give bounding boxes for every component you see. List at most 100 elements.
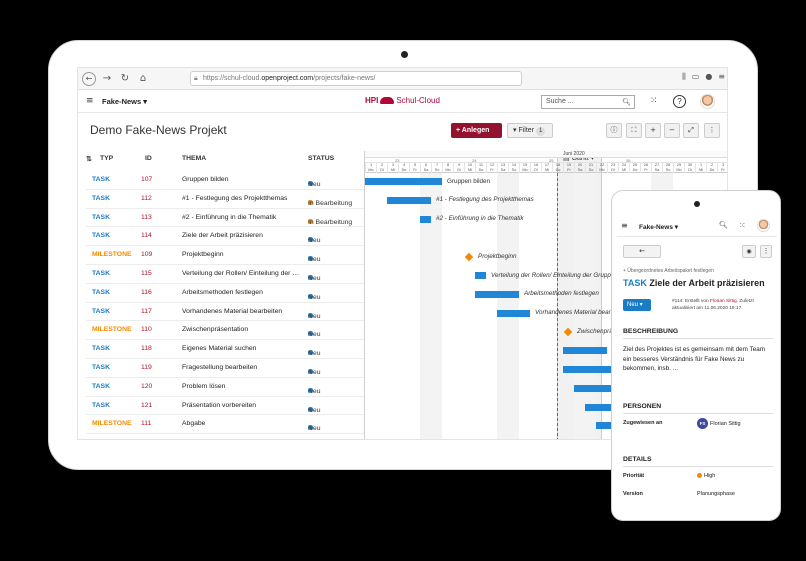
gantt-bar[interactable] — [420, 215, 431, 223]
cell-subject[interactable]: Arbeitsmethoden festlegen — [182, 288, 263, 296]
cell-id[interactable]: 111 — [141, 420, 152, 428]
cell-subject[interactable]: #2 - Einführung in die Thematik — [182, 213, 277, 221]
cell-id[interactable]: 110 — [141, 326, 152, 334]
table-row[interactable]: TASK 116 Arbeitsmethoden festlegen Neu — [86, 284, 364, 303]
cell-subject[interactable]: Gruppen bilden — [182, 176, 229, 183]
fullscreen-gantt-icon[interactable]: ⛶ — [626, 123, 642, 138]
cell-subject[interactable]: Eigenes Material suchen — [182, 345, 257, 353]
hamburger-icon[interactable]: ≡ — [621, 221, 628, 230]
cell-subject[interactable]: Zwischenpräsentation — [182, 326, 249, 334]
cell-id[interactable]: 114 — [141, 232, 152, 240]
status-dropdown[interactable]: Neu ▾ — [623, 299, 651, 311]
gantt-day-name: Mi — [390, 168, 395, 172]
cell-subject[interactable]: Problem lösen — [182, 382, 226, 390]
project-selector[interactable]: Fake-News ▾ — [639, 224, 679, 231]
cell-id[interactable]: 112 — [141, 194, 152, 202]
gantt-bar-label: #2 - Einführung in die Thematik — [436, 215, 524, 223]
browser-menu-icon[interactable]: ≡ — [718, 72, 725, 81]
gantt-milestone[interactable] — [464, 252, 474, 261]
account-icon[interactable]: ● — [705, 72, 713, 81]
help-icon[interactable]: ? — [673, 95, 686, 108]
cell-id[interactable]: 109 — [141, 251, 153, 259]
cell-id[interactable]: 120 — [141, 382, 153, 390]
sidebar-icon[interactable]: ▭ — [691, 72, 700, 81]
col-id[interactable]: ID — [145, 155, 152, 162]
zoom-out-icon[interactable]: − — [664, 123, 680, 138]
work-package-subject[interactable]: Ziele der Arbeit präzisieren — [649, 278, 765, 288]
cell-subject[interactable]: Ziele der Arbeit präzisieren — [182, 232, 263, 240]
cell-subject[interactable]: Vorhandenes Material bearbeiten — [182, 307, 283, 315]
table-row[interactable]: MILESTONE 111 Abgabe Neu — [86, 415, 364, 435]
col-type[interactable]: TYP — [100, 155, 114, 162]
add-button[interactable]: + Anlegen — [451, 123, 502, 138]
gantt-bar[interactable] — [563, 347, 607, 355]
home-icon[interactable]: ⌂ — [139, 72, 147, 84]
gantt-day-name: Di — [380, 168, 384, 172]
more-icon[interactable]: ⋮ — [760, 245, 772, 258]
version-value[interactable]: Planungsphase — [697, 491, 735, 497]
col-status[interactable]: STATUS — [308, 155, 335, 162]
parent-link[interactable]: + Übergeordnetes Arbeitspaket festlegen — [623, 268, 714, 274]
forward-icon[interactable]: → — [102, 72, 112, 84]
modules-grid-icon[interactable]: ⁙ — [739, 221, 746, 230]
cell-id[interactable]: 115 — [141, 269, 152, 277]
filter-button[interactable]: ▾ Filter 1 — [507, 123, 553, 138]
avatar[interactable] — [757, 219, 770, 232]
priority-value[interactable]: High — [697, 473, 715, 479]
reload-icon[interactable]: ↻ — [120, 72, 130, 84]
fullscreen-icon[interactable]: ⤢ — [683, 123, 699, 138]
table-row[interactable]: TASK 120 Problem lösen Neu — [86, 378, 364, 397]
gantt-bar[interactable] — [475, 290, 519, 298]
table-row[interactable]: TASK 121 Präsentation vorbereiten Neu — [86, 397, 364, 416]
avatar[interactable] — [700, 94, 715, 109]
cell-subject[interactable]: #1 - Festlegung des Projektthemas — [182, 194, 288, 202]
gantt-bar[interactable] — [497, 309, 530, 317]
hamburger-icon[interactable]: ≡ — [86, 96, 94, 106]
cell-subject[interactable]: Projektbeginn — [182, 251, 224, 259]
meta-author[interactable]: Florian Sittig — [710, 299, 737, 304]
gantt-bar[interactable] — [387, 196, 431, 204]
url-bar[interactable]: 🔒︎ https://schul-cloud.openproject.com/p… — [190, 71, 522, 86]
table-row[interactable]: TASK 114 Ziele der Arbeit präzisieren Neu — [86, 227, 364, 247]
col-subject[interactable]: THEMA — [182, 155, 207, 162]
table-row[interactable]: TASK 115 Verteilung der Rollen/ Einteilung… — [86, 265, 364, 284]
modules-grid-icon[interactable]: ⁙ — [650, 96, 658, 106]
cell-id[interactable]: 118 — [141, 345, 152, 353]
table-row[interactable]: TASK 119 Fragestellung bearbeiten Neu — [86, 359, 364, 378]
table-row[interactable]: TASK 107 Gruppen bilden Neu — [86, 171, 364, 190]
table-row[interactable]: TASK 118 Eigenes Material suchen Neu — [86, 340, 364, 359]
cell-id[interactable]: 107 — [141, 176, 153, 183]
back-button[interactable]: ← — [623, 245, 661, 258]
info-icon[interactable]: ⓘ — [606, 123, 622, 138]
cell-subject[interactable]: Präsentation vorbereiten — [182, 401, 257, 409]
search-icon[interactable]: 🔍︎ — [622, 98, 631, 106]
gantt-milestone[interactable] — [563, 327, 573, 337]
sort-icon[interactable]: ⇅ — [86, 156, 92, 163]
gantt-day-name: So — [511, 168, 517, 172]
cell-id[interactable]: 119 — [141, 363, 152, 371]
search-icon[interactable]: 🔍︎ — [719, 221, 728, 229]
back-icon[interactable]: ← — [82, 71, 96, 86]
project-selector[interactable]: Fake-News ▾ — [102, 97, 148, 106]
table-row[interactable]: TASK 117 Vorhandenes Material bearbeiten Ne… — [86, 303, 364, 322]
table-row[interactable]: MILESTONE 110 Zwischenpräsentation Neu — [86, 321, 364, 341]
zoom-in-icon[interactable]: + — [645, 123, 661, 138]
gantt-bar[interactable] — [365, 178, 442, 185]
library-icon[interactable]: ⫼ — [682, 72, 686, 81]
description-text[interactable]: Ziel des Projektes ist es gemeinsam mit … — [623, 346, 765, 372]
table-row[interactable]: TASK 113 #2 - Einführung in die Thematik In… — [86, 209, 364, 228]
gantt-bar[interactable] — [475, 272, 486, 279]
cell-id[interactable]: 116 — [141, 288, 152, 296]
cell-subject[interactable]: Verteilung der Rollen/ Einteilung der Gr… — [182, 269, 300, 277]
cell-subject[interactable]: Fragestellung bearbeiten — [182, 363, 258, 371]
cell-id[interactable]: 113 — [141, 213, 152, 221]
more-icon[interactable]: ⋮ — [704, 123, 720, 138]
watch-icon[interactable]: ◉ — [742, 245, 756, 258]
cell-id[interactable]: 121 — [141, 401, 153, 409]
table-row[interactable]: TASK 112 #1 - Festlegung des Projektthemas… — [86, 190, 364, 209]
table-row[interactable]: MILESTONE 109 Projektbeginn Neu — [86, 246, 364, 265]
search-input[interactable]: Suche ... 🔍︎ — [541, 95, 635, 109]
cell-subject[interactable]: Abgabe — [182, 420, 206, 428]
assignee-value[interactable]: FS Florian Sittig — [697, 418, 741, 429]
cell-id[interactable]: 117 — [141, 307, 152, 315]
